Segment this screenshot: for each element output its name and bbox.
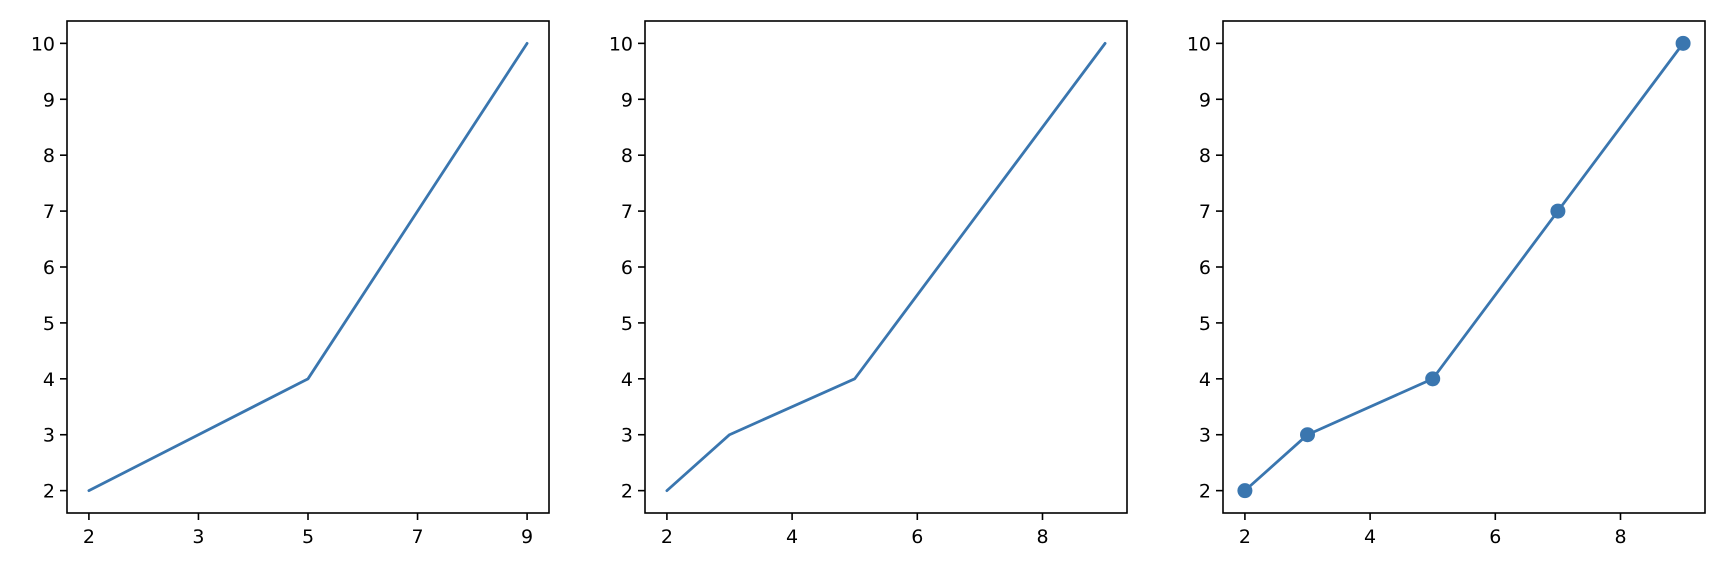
data-point [1237,483,1253,499]
y-tick-label: 7 [1199,201,1211,223]
y-tick-label: 4 [621,369,633,391]
x-tick-label: 8 [1036,526,1048,548]
subplot-2: 2 3 4 5 6 7 8 9 10 2 4 6 8 [609,20,1128,548]
y-tick-label: 3 [43,425,55,447]
y-tick-label: 5 [1199,313,1211,335]
x-tick-label: 7 [411,526,423,548]
y-tick-label: 2 [621,481,633,503]
y-tick-label: 4 [43,369,55,391]
y-tick-label: 3 [1199,425,1211,447]
y-tick-label: 9 [43,89,55,111]
y-tick-label: 8 [43,145,55,167]
y-tick-label: 9 [621,89,633,111]
y-tick-label: 4 [1199,369,1211,391]
y-tick-label: 7 [621,201,633,223]
y-tick-label: 3 [621,425,633,447]
x-tick-label: 2 [1239,526,1251,548]
series-line [1243,41,1685,493]
x-tick-label: 2 [83,526,95,548]
y-tick-label: 9 [1199,89,1211,111]
y-tick-label: 6 [621,257,633,279]
data-point [1425,371,1441,387]
y-tick-label: 10 [31,33,55,55]
x-tick-label: 6 [1489,526,1501,548]
x-tick-label: 4 [786,526,798,548]
plot-frame [644,20,1128,514]
y-tick-label: 10 [609,33,633,55]
data-point [1550,203,1566,219]
x-tick-label: 9 [521,526,533,548]
y-tick-label: 6 [43,257,55,279]
data-point [1300,427,1316,443]
x-tick-label: 5 [302,526,314,548]
plot-frame [66,20,550,514]
y-tick-label: 8 [1199,145,1211,167]
y-tick-label: 10 [1187,33,1211,55]
series-line [87,41,529,493]
y-tick-label: 8 [621,145,633,167]
series-line [665,41,1107,493]
x-tick-label: 2 [661,526,673,548]
data-point [1675,35,1691,51]
x-tick-label: 6 [911,526,923,548]
subplot-1: 2 3 4 5 6 7 8 9 10 2 3 5 7 9 [31,20,550,548]
subplot-3: 2 3 4 5 6 7 8 9 10 2 4 6 8 [1187,20,1706,548]
x-tick-label: 4 [1364,526,1376,548]
x-tick-label: 8 [1614,526,1626,548]
y-tick-label: 2 [1199,481,1211,503]
y-tick-label: 5 [43,313,55,335]
y-tick-label: 5 [621,313,633,335]
plot-frame [1222,20,1706,514]
y-tick-label: 2 [43,481,55,503]
y-tick-label: 7 [43,201,55,223]
x-tick-label: 3 [192,526,204,548]
y-tick-label: 6 [1199,257,1211,279]
